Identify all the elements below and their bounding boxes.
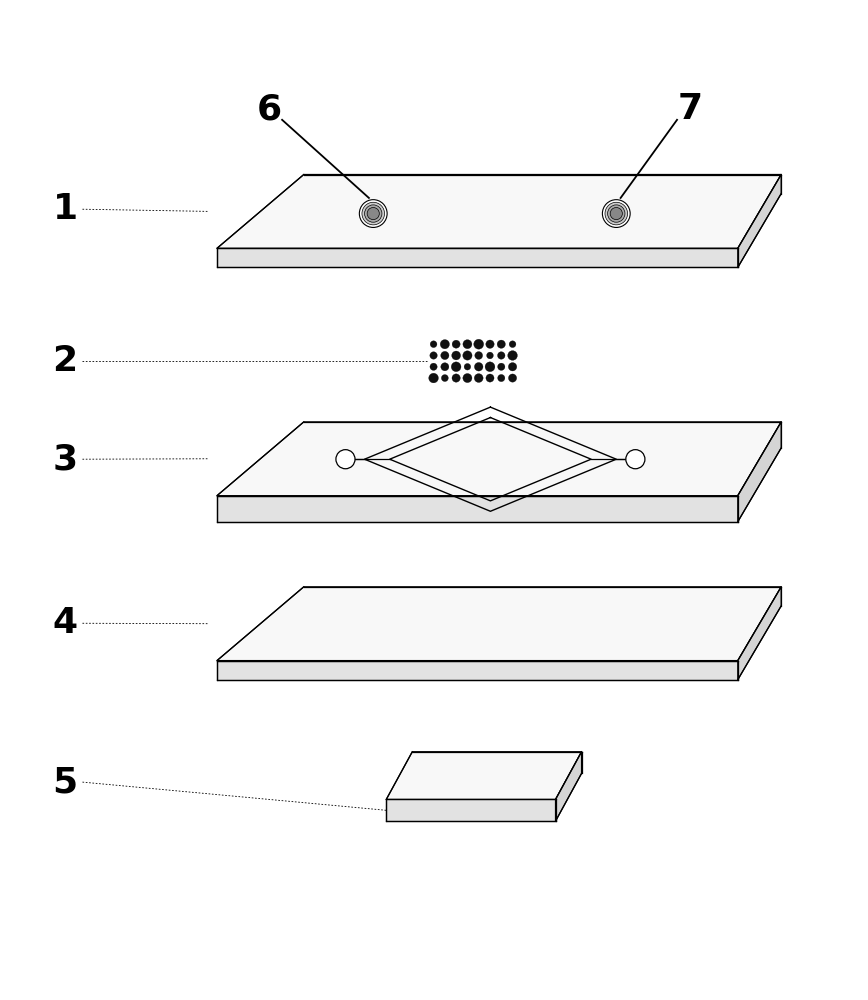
- Circle shape: [474, 339, 483, 349]
- Circle shape: [452, 340, 460, 348]
- Circle shape: [486, 374, 494, 382]
- Polygon shape: [386, 752, 582, 799]
- Circle shape: [441, 363, 449, 371]
- Circle shape: [464, 363, 470, 370]
- Circle shape: [486, 340, 494, 348]
- Polygon shape: [217, 587, 781, 661]
- Circle shape: [441, 351, 449, 360]
- Circle shape: [452, 374, 460, 382]
- Polygon shape: [217, 174, 781, 248]
- Circle shape: [475, 362, 483, 371]
- Polygon shape: [738, 587, 781, 680]
- Circle shape: [610, 207, 622, 220]
- Circle shape: [451, 351, 461, 360]
- Circle shape: [463, 351, 472, 360]
- Polygon shape: [556, 752, 582, 821]
- Polygon shape: [386, 799, 556, 821]
- Polygon shape: [738, 174, 781, 267]
- Circle shape: [451, 362, 461, 372]
- Circle shape: [336, 450, 355, 469]
- Circle shape: [430, 363, 437, 370]
- Circle shape: [509, 363, 516, 371]
- Text: 7: 7: [678, 92, 702, 126]
- Text: 3: 3: [53, 442, 77, 476]
- Circle shape: [430, 352, 437, 359]
- Circle shape: [602, 200, 630, 227]
- Circle shape: [510, 341, 516, 348]
- Circle shape: [485, 362, 495, 372]
- Circle shape: [431, 341, 437, 348]
- Text: 5: 5: [53, 765, 77, 799]
- Text: 4: 4: [53, 606, 77, 640]
- Circle shape: [497, 363, 505, 370]
- Circle shape: [605, 202, 628, 225]
- Polygon shape: [217, 661, 738, 680]
- Text: 1: 1: [53, 192, 77, 226]
- Circle shape: [509, 374, 516, 382]
- Circle shape: [441, 375, 449, 382]
- Circle shape: [487, 352, 493, 359]
- Circle shape: [497, 352, 505, 359]
- Circle shape: [463, 340, 472, 349]
- Circle shape: [626, 450, 645, 469]
- Circle shape: [508, 351, 517, 360]
- Circle shape: [475, 352, 483, 359]
- Text: 6: 6: [257, 92, 281, 126]
- Circle shape: [474, 374, 483, 382]
- Circle shape: [463, 373, 472, 383]
- Circle shape: [608, 205, 625, 222]
- Text: 2: 2: [53, 344, 77, 378]
- Polygon shape: [217, 496, 738, 522]
- Circle shape: [429, 373, 438, 383]
- Polygon shape: [217, 422, 781, 496]
- Circle shape: [440, 340, 450, 349]
- Circle shape: [367, 207, 379, 220]
- Polygon shape: [217, 248, 738, 267]
- Circle shape: [365, 205, 382, 222]
- Circle shape: [497, 340, 505, 348]
- Circle shape: [359, 200, 387, 227]
- Circle shape: [497, 374, 505, 382]
- Circle shape: [362, 202, 385, 225]
- Polygon shape: [738, 422, 781, 522]
